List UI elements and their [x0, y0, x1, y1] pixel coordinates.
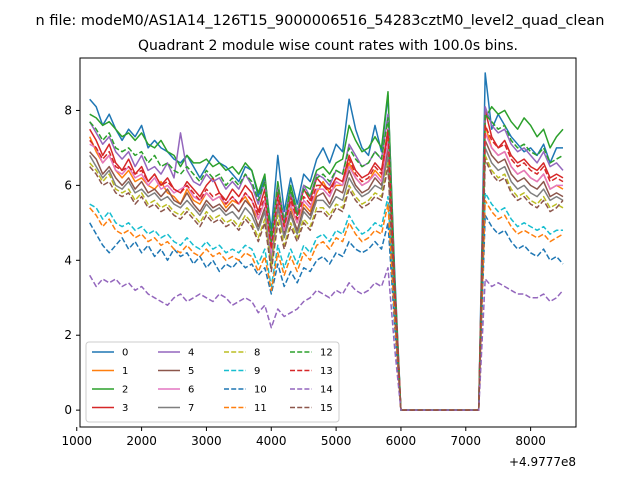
axes-layer: 1000 2000 3000 4000 5000 6000 7000 8000 0 2 4 6 8 [61, 103, 545, 448]
legend-label-3: 3 [122, 403, 128, 414]
legend-label-5: 5 [188, 366, 194, 377]
legend-label-1: 1 [122, 366, 128, 377]
x-tick-label: 5000 [321, 434, 352, 448]
legend-label-15: 15 [320, 403, 333, 414]
x-tick-label: 3000 [191, 434, 222, 448]
x-tick-label: 6000 [386, 434, 417, 448]
legend-label-0: 0 [122, 348, 128, 359]
y-tick-label: 2 [64, 328, 72, 342]
y-tick-label: 0 [64, 403, 72, 417]
x-tick-label: 1000 [61, 434, 92, 448]
legend-label-12: 12 [320, 348, 333, 359]
x-tick-label: 4000 [256, 434, 287, 448]
chart-suptitle: n file: modeM0/AS1A14_126T15_9000006516_… [36, 13, 605, 29]
legend-label-9: 9 [254, 366, 260, 377]
y-tick-label: 8 [64, 103, 72, 117]
x-tick-label: 2000 [126, 434, 157, 448]
series-14-line [89, 267, 564, 411]
series-12-line [89, 113, 564, 411]
legend-label-2: 2 [122, 385, 128, 396]
legend-label-4: 4 [188, 348, 194, 359]
legend-label-10: 10 [254, 385, 267, 396]
legend-label-7: 7 [188, 403, 194, 414]
x-tick-label: 8000 [515, 434, 546, 448]
legend-label-8: 8 [254, 348, 260, 359]
legend-label-11: 11 [254, 403, 267, 414]
legend-frame [85, 341, 340, 423]
x-offset-label: +4.9777e8 [509, 455, 576, 469]
series-10-line [89, 214, 564, 411]
legend-label-14: 14 [320, 385, 333, 396]
series-15-line [89, 158, 564, 411]
x-tick-label: 7000 [451, 434, 482, 448]
legend-label-13: 13 [320, 366, 333, 377]
legend-label-6: 6 [188, 385, 194, 396]
y-tick-label: 6 [64, 178, 72, 192]
plot-frame [79, 57, 577, 428]
series-13-line [89, 124, 564, 411]
series-11-line [89, 199, 564, 411]
chart-title: Quadrant 2 module wise count rates with … [138, 38, 518, 54]
series-layer [89, 72, 564, 411]
y-tick-label: 4 [64, 253, 72, 267]
